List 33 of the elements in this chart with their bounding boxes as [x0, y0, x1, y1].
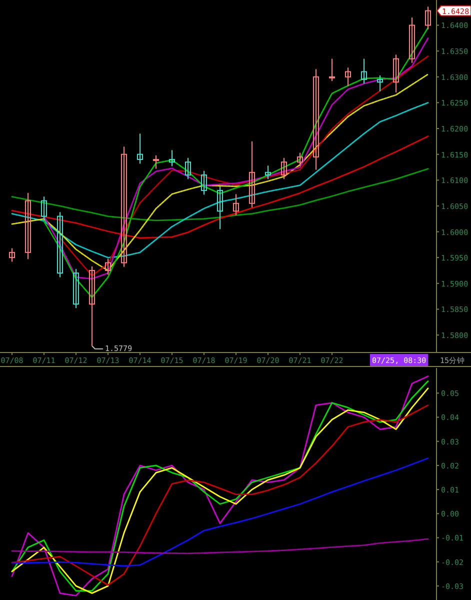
candlestick	[9, 248, 15, 262]
candlestick	[233, 194, 239, 216]
candlestick	[377, 74, 383, 92]
line-series	[11, 538, 429, 554]
candlestick	[297, 152, 303, 167]
candlestick	[41, 196, 47, 221]
candlestick	[345, 67, 351, 87]
candlestick	[201, 170, 207, 196]
candlestick	[409, 16, 415, 64]
candlestick	[361, 58, 367, 84]
line-series	[11, 136, 429, 239]
candlestick	[153, 154, 159, 170]
candlestick	[57, 212, 63, 278]
candlestick	[217, 186, 223, 230]
candlestick	[169, 150, 175, 167]
candlestick	[105, 258, 111, 276]
candlestick	[329, 58, 335, 82]
candlestick	[89, 266, 95, 346]
candlestick	[25, 192, 31, 260]
line-series	[11, 102, 429, 258]
candlestick	[313, 68, 319, 170]
candlestick	[281, 157, 287, 180]
candlestick	[137, 133, 143, 164]
candlestick	[73, 268, 79, 309]
candlestick	[393, 54, 399, 93]
candlestick	[185, 157, 191, 180]
candlestick	[265, 165, 271, 180]
candlestick	[249, 140, 255, 208]
line-series	[11, 458, 429, 567]
candlestick	[121, 146, 127, 268]
line-series	[11, 168, 429, 222]
line-series	[11, 74, 429, 272]
candlestick	[425, 6, 431, 30]
